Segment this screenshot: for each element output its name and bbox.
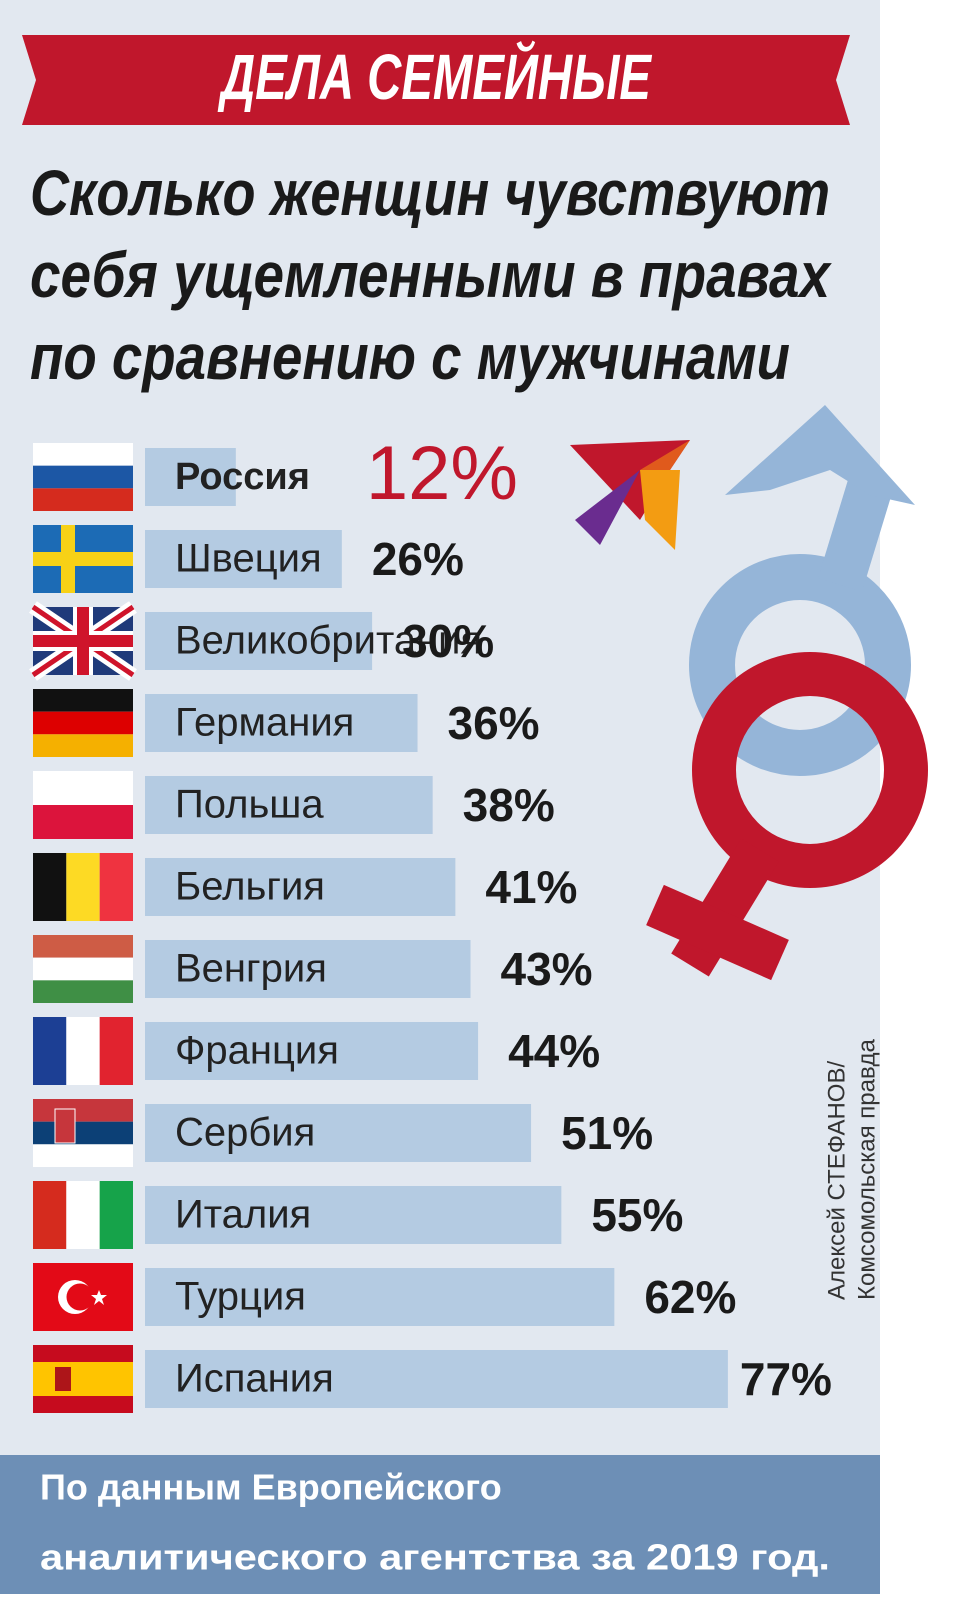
value-label: 38% bbox=[463, 779, 555, 831]
subtitle-line: себя ущемленными в правах bbox=[30, 239, 832, 311]
banner bbox=[22, 35, 850, 125]
bar bbox=[145, 1186, 562, 1244]
category-label: Великобритания bbox=[175, 619, 482, 663]
flag-stripe bbox=[33, 805, 133, 839]
note-line: аналитического агентства за 2019 год. bbox=[40, 1537, 830, 1578]
bar bbox=[145, 1268, 615, 1326]
flag-stripe bbox=[33, 1181, 67, 1249]
flag-crescent bbox=[66, 1283, 94, 1311]
male-arrow bbox=[725, 405, 915, 505]
flag-stripe bbox=[33, 1362, 133, 1379]
flag-stripe bbox=[33, 1396, 133, 1413]
category-label: Бельгия bbox=[175, 865, 325, 909]
category-label: Польша bbox=[175, 783, 324, 827]
flag-stripe bbox=[33, 1121, 133, 1145]
bar bbox=[145, 448, 236, 506]
category-label: Россия bbox=[175, 456, 310, 498]
value-label: 12% bbox=[366, 431, 518, 516]
value-label: 77% bbox=[740, 1353, 832, 1405]
flag-stripe bbox=[33, 711, 133, 735]
flag-stripe bbox=[66, 1181, 100, 1249]
category-label: Германия bbox=[175, 701, 354, 745]
flag-stripe bbox=[33, 1345, 133, 1362]
bar bbox=[145, 694, 418, 752]
bar bbox=[145, 858, 456, 916]
flag-stripe bbox=[33, 443, 133, 466]
bar bbox=[145, 530, 342, 588]
footer-band bbox=[0, 1455, 880, 1594]
title: ДЕЛА СЕМЕЙНЫЕ bbox=[217, 39, 652, 113]
flag-stripe bbox=[33, 957, 133, 981]
value-label: 55% bbox=[591, 1189, 683, 1241]
flag-cross bbox=[33, 552, 133, 566]
flag-stripe bbox=[99, 853, 133, 921]
flag-stripe bbox=[33, 734, 133, 757]
category-label: Швеция bbox=[175, 537, 322, 581]
male-symbol bbox=[689, 473, 911, 776]
flag-stripe bbox=[66, 1017, 100, 1085]
bar bbox=[145, 1022, 479, 1080]
credit-line: Алексей СТЕФАНОВ/ bbox=[823, 1061, 850, 1300]
category-label: Италия bbox=[175, 1193, 311, 1237]
value-label: 30% bbox=[402, 615, 494, 667]
flag-stripe bbox=[33, 935, 133, 958]
value-label: 51% bbox=[561, 1107, 653, 1159]
flag-stripe bbox=[99, 1017, 133, 1085]
note-line: По данным Европейского bbox=[40, 1467, 502, 1508]
bar bbox=[145, 1104, 532, 1162]
bar bbox=[145, 612, 373, 670]
value-label: 41% bbox=[485, 861, 577, 913]
flag-stripe bbox=[33, 1017, 67, 1085]
flag-stripe bbox=[33, 1379, 133, 1396]
bird-logo bbox=[570, 440, 690, 550]
flag-cross bbox=[33, 635, 133, 647]
flag-stripe bbox=[33, 771, 133, 805]
flag-stripe bbox=[33, 465, 133, 489]
category-label: Венгрия bbox=[175, 947, 327, 991]
flag-emblem bbox=[54, 1108, 76, 1144]
flag-stripe bbox=[33, 488, 133, 511]
subtitle-line: Сколько женщин чувствуют bbox=[30, 157, 830, 229]
category-label: Сербия bbox=[175, 1111, 315, 1155]
bar bbox=[145, 1350, 728, 1408]
value-label: 26% bbox=[372, 533, 464, 585]
credit-line: Комсомольская правда bbox=[853, 1039, 880, 1300]
value-label: 62% bbox=[644, 1271, 736, 1323]
bar bbox=[145, 776, 433, 834]
flag-stripe bbox=[33, 689, 133, 712]
bar bbox=[145, 940, 471, 998]
value-label: 36% bbox=[448, 697, 540, 749]
flag-stripe bbox=[33, 853, 67, 921]
flag-star bbox=[91, 1290, 107, 1305]
female-symbol bbox=[646, 652, 928, 981]
flag-emblem bbox=[55, 1367, 71, 1391]
value-label: 44% bbox=[508, 1025, 600, 1077]
value-label: 43% bbox=[501, 943, 593, 995]
category-label: Турция bbox=[175, 1275, 306, 1319]
flag-stripe bbox=[33, 1144, 133, 1167]
flag-stripe bbox=[66, 853, 100, 921]
category-label: Испания bbox=[175, 1357, 334, 1401]
flag-stripe bbox=[99, 1181, 133, 1249]
flag-stripe bbox=[33, 1099, 133, 1122]
category-label: Франция bbox=[175, 1029, 339, 1073]
flag-stripe bbox=[33, 980, 133, 1003]
subtitle-line: по сравнению с мужчинами bbox=[30, 321, 790, 393]
